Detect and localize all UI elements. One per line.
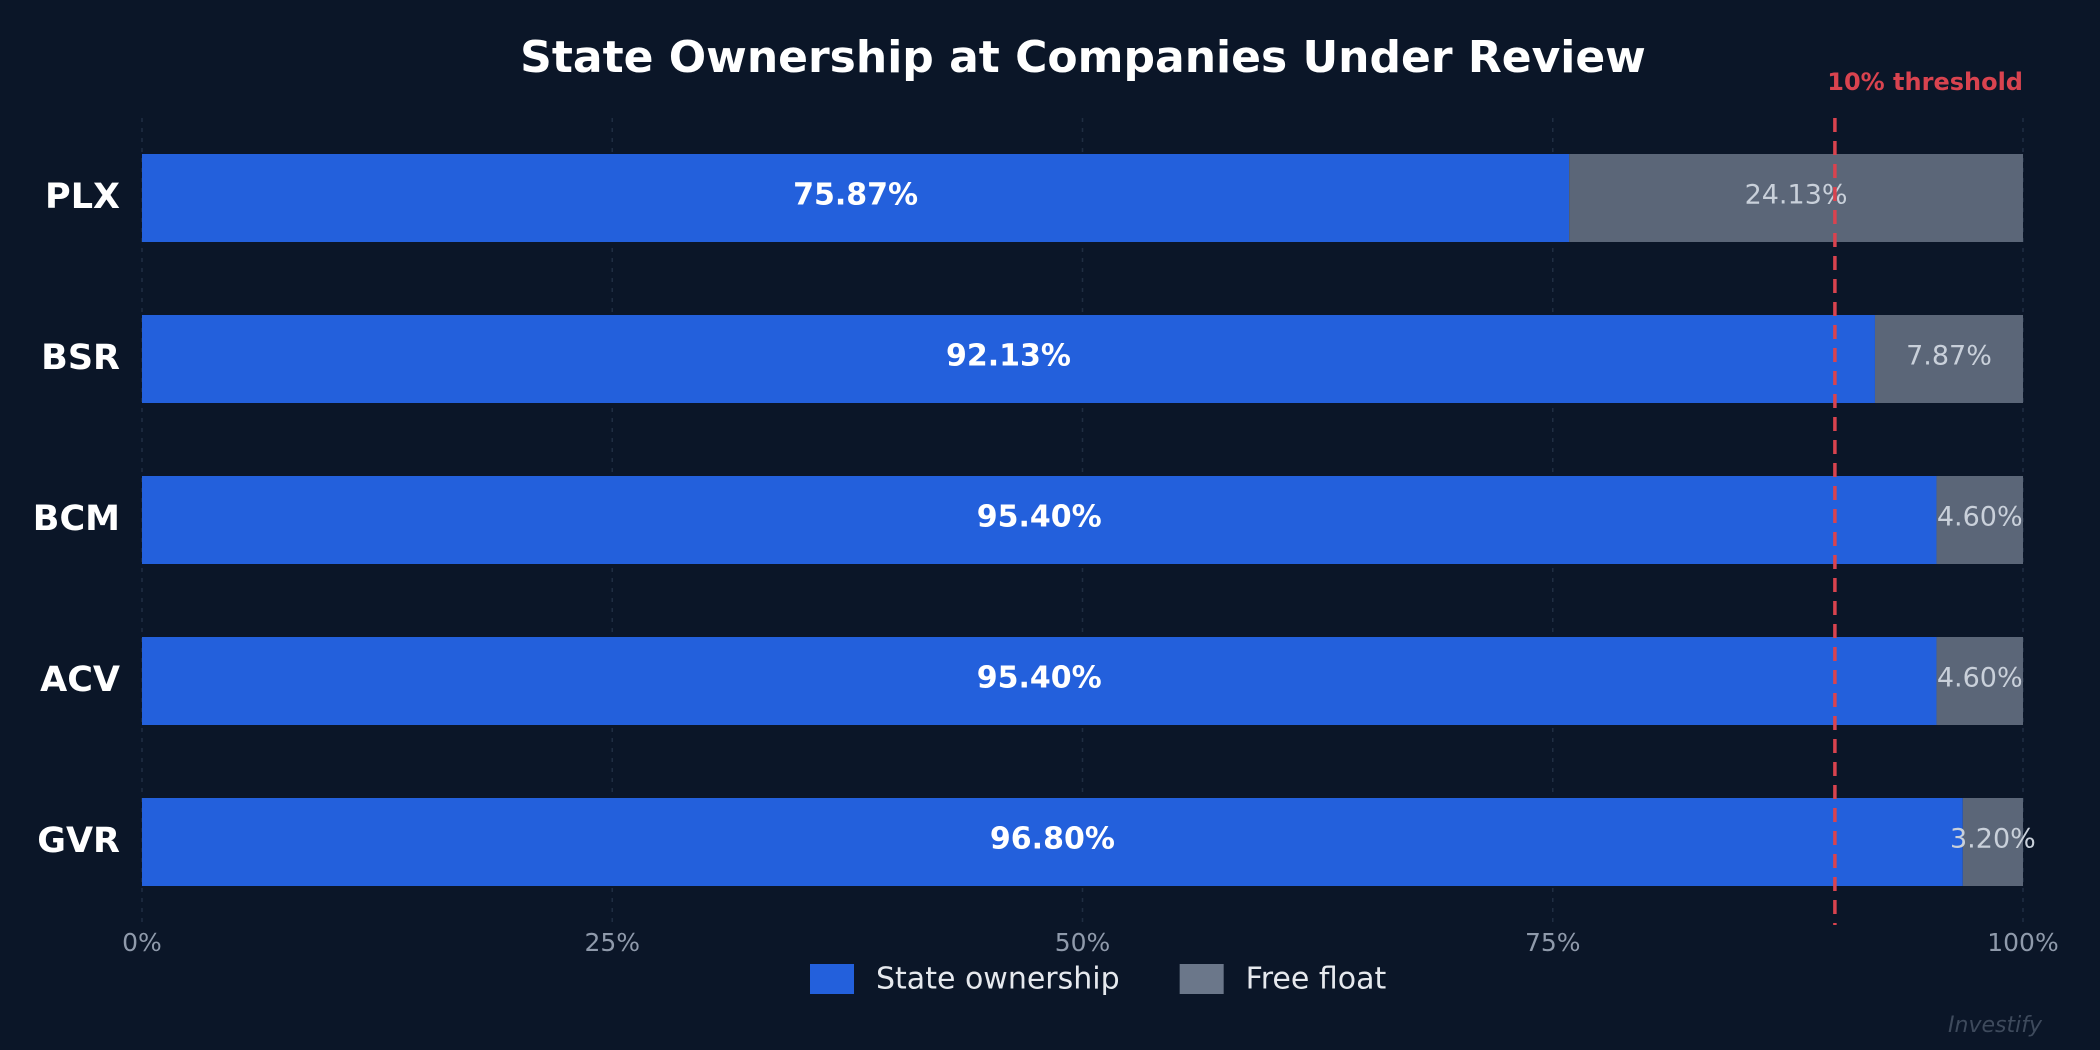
bar-segment bbox=[1569, 154, 2023, 242]
chart-title: State Ownership at Companies Under Revie… bbox=[520, 32, 1646, 83]
bar-segment bbox=[142, 798, 1963, 886]
x-tick-label: 50% bbox=[1055, 928, 1111, 957]
value-label: 24.13% bbox=[1745, 180, 1848, 211]
value-label: 95.40% bbox=[977, 500, 1102, 535]
bar-segment bbox=[1936, 476, 2023, 564]
value-label: 4.60% bbox=[1937, 502, 2023, 533]
y-tick-label: GVR bbox=[37, 821, 120, 861]
x-tick-label: 25% bbox=[584, 928, 640, 957]
value-label: 7.87% bbox=[1906, 341, 1992, 372]
bar-segment bbox=[142, 315, 1875, 403]
legend-label: State ownership bbox=[876, 962, 1120, 997]
x-tick-label: 0% bbox=[122, 928, 162, 957]
bar-segment bbox=[1874, 315, 2023, 403]
value-label: 92.13% bbox=[946, 339, 1071, 374]
y-tick-label: BCM bbox=[33, 499, 120, 539]
legend-label: Free float bbox=[1246, 962, 1387, 997]
y-tick-label: BSR bbox=[41, 338, 120, 378]
value-label: 4.60% bbox=[1937, 663, 2023, 694]
bar-segment bbox=[1936, 637, 2023, 725]
x-tick-label: 100% bbox=[1987, 928, 2058, 957]
bar-segment bbox=[142, 476, 1937, 564]
x-tick-label: 75% bbox=[1525, 928, 1581, 957]
threshold-label: 10% threshold bbox=[1827, 68, 2023, 96]
y-tick-label: PLX bbox=[45, 177, 120, 217]
watermark: Investify bbox=[1948, 1013, 2043, 1038]
bar-segment bbox=[142, 637, 1937, 725]
bar-segment bbox=[142, 154, 1570, 242]
y-tick-label: ACV bbox=[40, 660, 120, 700]
bar-segment bbox=[1962, 798, 2023, 886]
value-label: 95.40% bbox=[977, 661, 1102, 696]
value-label: 96.80% bbox=[990, 822, 1115, 857]
legend-swatch bbox=[810, 964, 854, 994]
value-label: 3.20% bbox=[1950, 824, 2036, 855]
value-label: 75.87% bbox=[793, 178, 918, 213]
legend-swatch bbox=[1179, 964, 1224, 994]
